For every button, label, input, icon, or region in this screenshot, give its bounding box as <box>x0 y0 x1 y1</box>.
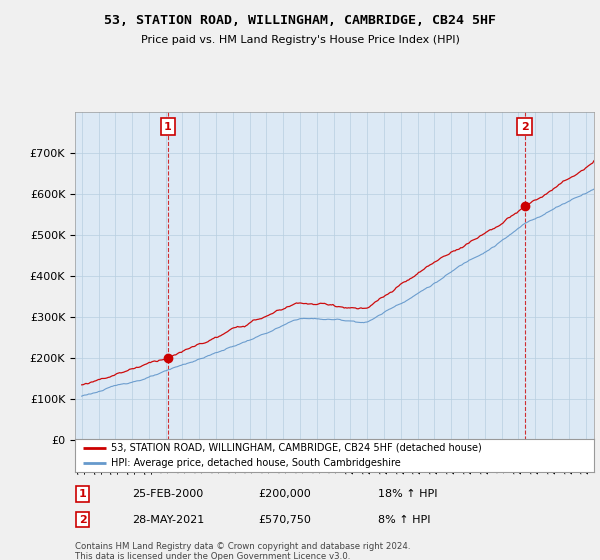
Text: 2: 2 <box>79 515 86 525</box>
Text: 18% ↑ HPI: 18% ↑ HPI <box>378 489 437 499</box>
Text: Contains HM Land Registry data © Crown copyright and database right 2024.
This d: Contains HM Land Registry data © Crown c… <box>75 542 410 560</box>
Text: HPI: Average price, detached house, South Cambridgeshire: HPI: Average price, detached house, Sout… <box>112 459 401 468</box>
Text: £200,000: £200,000 <box>258 489 311 499</box>
Text: 8% ↑ HPI: 8% ↑ HPI <box>378 515 431 525</box>
Text: 28-MAY-2021: 28-MAY-2021 <box>132 515 204 525</box>
Text: £570,750: £570,750 <box>258 515 311 525</box>
Text: Price paid vs. HM Land Registry's House Price Index (HPI): Price paid vs. HM Land Registry's House … <box>140 35 460 45</box>
Text: 25-FEB-2000: 25-FEB-2000 <box>132 489 203 499</box>
Text: 1: 1 <box>79 489 86 499</box>
Text: 2: 2 <box>521 122 529 132</box>
Text: 53, STATION ROAD, WILLINGHAM, CAMBRIDGE, CB24 5HF (detached house): 53, STATION ROAD, WILLINGHAM, CAMBRIDGE,… <box>112 443 482 453</box>
Text: 53, STATION ROAD, WILLINGHAM, CAMBRIDGE, CB24 5HF: 53, STATION ROAD, WILLINGHAM, CAMBRIDGE,… <box>104 14 496 27</box>
Text: 1: 1 <box>164 122 172 132</box>
